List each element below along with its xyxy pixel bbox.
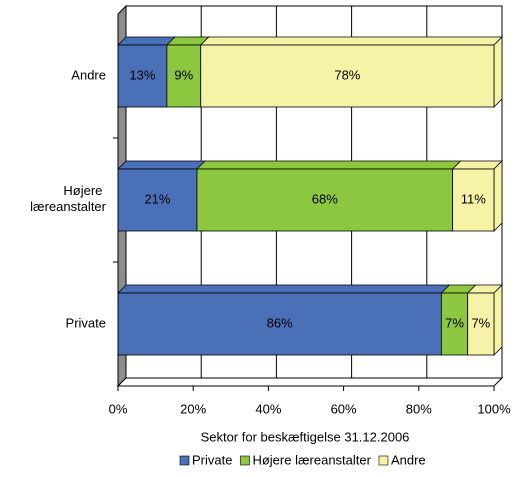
value-label: 9%	[174, 67, 193, 82]
bar-side	[493, 36, 503, 108]
bar-side	[493, 284, 503, 356]
bar-top	[117, 284, 451, 294]
floor	[116, 377, 504, 387]
legend-swatch	[378, 455, 389, 466]
y-tick-label: Private	[66, 315, 106, 330]
x-tick-label: 20%	[180, 401, 206, 416]
legend-label: Højere læreanstalter	[252, 452, 371, 467]
x-tick-label: 40%	[255, 401, 281, 416]
value-label: 78%	[334, 67, 360, 82]
y-tick-label-line: læreanstalter	[30, 199, 107, 214]
value-label: 7%	[471, 315, 490, 330]
bar	[467, 292, 495, 356]
x-tick-label: 60%	[331, 401, 357, 416]
y-tick-label-line: Højere	[63, 183, 106, 198]
bar	[196, 168, 454, 232]
legend-label: Andre	[391, 452, 426, 467]
value-label: 86%	[267, 315, 293, 330]
value-label: 21%	[144, 191, 170, 206]
x-tick-label: 0%	[109, 401, 128, 416]
bar	[117, 292, 442, 356]
bar	[117, 44, 168, 108]
value-label: 7%	[445, 315, 464, 330]
value-label: 68%	[312, 191, 338, 206]
bar-top	[199, 36, 503, 46]
y-tick-label: Andre	[71, 67, 106, 82]
value-label: 13%	[129, 67, 155, 82]
bar-top	[195, 160, 462, 170]
bar-side	[493, 160, 503, 232]
x-tick-label: 80%	[406, 401, 432, 416]
bar-top	[117, 160, 206, 170]
legend-swatch	[240, 455, 250, 466]
bar-top	[117, 36, 176, 46]
value-label: 11%	[461, 191, 486, 206]
legend-swatch	[179, 455, 190, 466]
bar-top	[451, 160, 503, 170]
bar	[452, 168, 495, 232]
x-axis-label: Sektor for beskæftigelse 31.12.2006	[201, 429, 410, 444]
y-tick-label: Højere læreanstalter	[30, 183, 107, 214]
bar	[166, 44, 202, 108]
bar	[200, 44, 495, 108]
x-tick-label: 100%	[477, 401, 511, 416]
legend-label: Private	[192, 452, 232, 467]
